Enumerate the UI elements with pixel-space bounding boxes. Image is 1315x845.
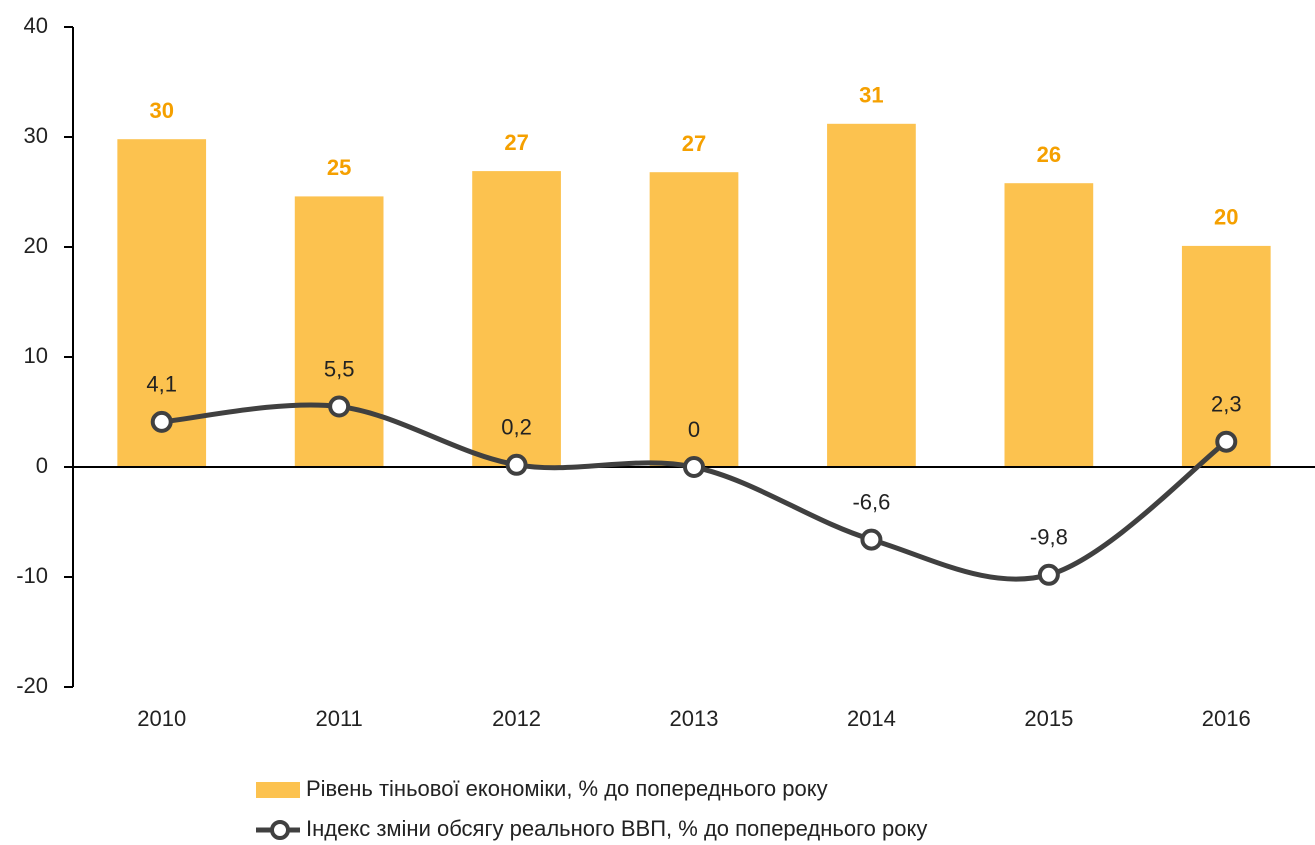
bar [1004, 183, 1094, 467]
line-value-label: -9,8 [1030, 525, 1068, 550]
bar [649, 172, 739, 467]
x-tick-label: 2014 [847, 706, 896, 731]
line-marker [1037, 563, 1060, 586]
bar-value-label: 26 [1037, 142, 1061, 167]
y-tick-label: 0 [36, 453, 48, 478]
x-tick-label: 2015 [1024, 706, 1073, 731]
bar [1181, 245, 1271, 467]
x-tick-label: 2010 [137, 706, 186, 731]
legend-label: Рівень тіньової економіки, % до попередн… [306, 776, 828, 801]
bar-value-label: 20 [1214, 205, 1238, 230]
line-marker [150, 410, 173, 433]
bar-value-label: 27 [682, 131, 706, 156]
x-tick-label: 2013 [670, 706, 719, 731]
bar-value-label: 30 [149, 98, 173, 123]
bar [294, 196, 384, 467]
line-value-label: 4,1 [146, 372, 177, 397]
y-tick-label: -10 [16, 563, 48, 588]
bar [827, 123, 916, 468]
bar [472, 171, 561, 467]
line-value-label: 0,2 [501, 415, 532, 440]
line-value-label: 2,3 [1211, 392, 1242, 417]
legend-swatch [256, 782, 300, 798]
y-tick-label: 20 [24, 233, 48, 258]
line-marker [860, 528, 883, 551]
line-marker [328, 395, 351, 418]
bar-value-label: 31 [859, 83, 883, 108]
y-tick-label: -20 [16, 673, 48, 698]
x-tick-label: 2012 [492, 706, 541, 731]
legend-label: Індекс зміни обсягу реального ВВП, % до … [306, 816, 927, 841]
line-marker [1215, 430, 1238, 453]
y-tick-label: 10 [24, 343, 48, 368]
legend-swatch-marker [270, 820, 290, 840]
bar-value-label: 25 [327, 155, 351, 180]
bar-value-label: 27 [504, 130, 528, 155]
line-value-label: 5,5 [324, 356, 355, 381]
line-marker [683, 456, 705, 478]
y-tick-label: 30 [24, 123, 48, 148]
line-value-label: -6,6 [852, 489, 890, 514]
line-marker [505, 453, 528, 476]
y-tick-label: 40 [24, 13, 48, 38]
x-tick-label: 2011 [315, 706, 362, 731]
x-tick-label: 2016 [1202, 706, 1251, 731]
line-value-label: 0 [688, 417, 700, 442]
